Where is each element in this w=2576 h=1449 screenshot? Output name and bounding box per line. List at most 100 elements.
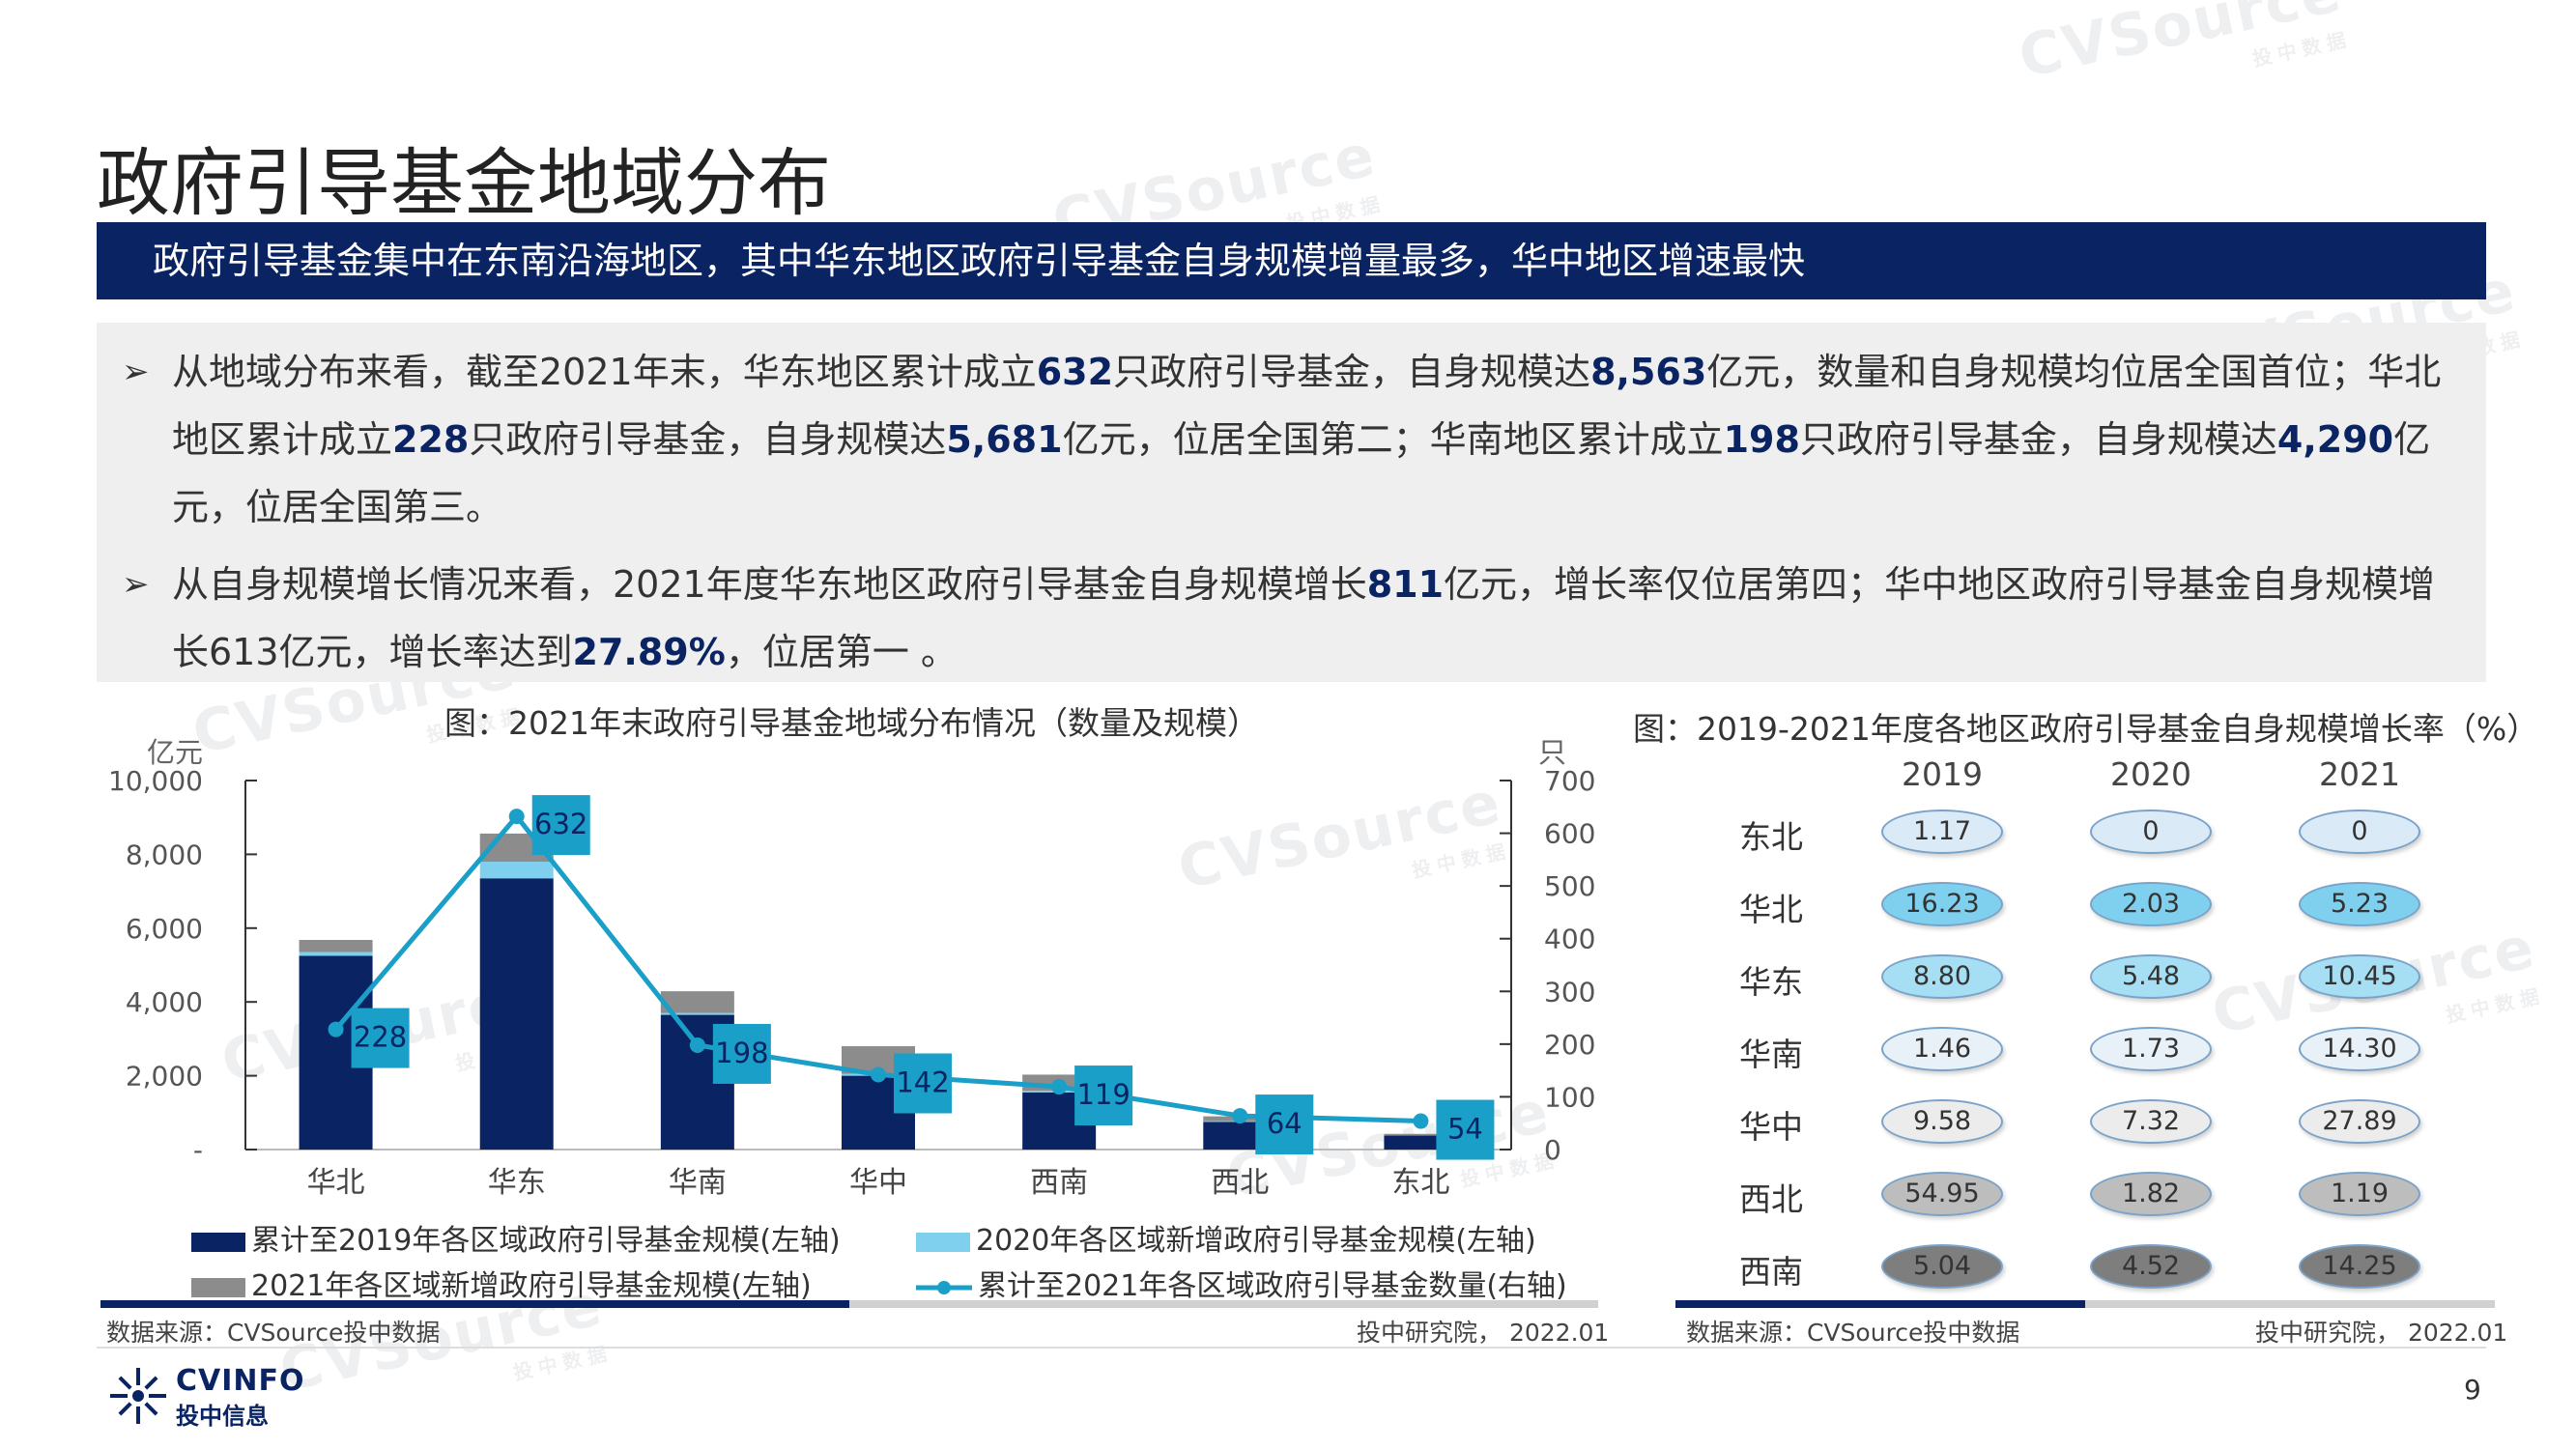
- count-label: 64: [1267, 1107, 1302, 1140]
- left-tick-label: 4,000: [126, 986, 203, 1018]
- highlight-figure: 811: [1366, 563, 1445, 606]
- count-label: 119: [1076, 1078, 1130, 1111]
- brand-logo: CVINFO 投中信息: [108, 1364, 304, 1432]
- headline-banner: 政府引导基金集中在东南沿海地区，其中华东地区政府引导基金自身规模增量最多，华中地…: [97, 222, 2486, 299]
- x-tick-label: 华南: [669, 1166, 727, 1200]
- table-cell: 1.73: [2090, 1027, 2212, 1071]
- left-tick-label: 10,000: [108, 765, 203, 797]
- count-label-box: [1436, 1099, 1495, 1160]
- summary-segment: 从自身规模增长情况来看，2021年度华东地区政府引导基金自身规模增长: [172, 563, 1367, 606]
- x-tick-label: 华中: [849, 1166, 907, 1200]
- legend-swatch: [191, 1232, 245, 1252]
- summary-segment: 只政府引导基金，自身规模达: [1799, 418, 2277, 461]
- legend-label: 累计至2019年各区域政府引导基金规模(左轴): [251, 1224, 841, 1258]
- count-label: 54: [1447, 1113, 1483, 1146]
- summary-segment: 从地域分布来看，截至2021年末，华东地区累计成立: [172, 351, 1037, 393]
- table-cell: 0: [2090, 810, 2212, 854]
- summary-segment: 亿元，增长率仅位居第四；华中地区政府引导基金自身规模增长613亿元，增长率达到: [172, 563, 2436, 673]
- highlight-figure: 8,563: [1590, 351, 1707, 393]
- table-cell: 10.45: [2299, 954, 2420, 999]
- left-tick-label: 2,000: [126, 1061, 203, 1093]
- bar-line-chart: 10,000 8,000 6,000 4,000 2,000 - 700 600 500 400 3…: [108, 765, 1595, 1200]
- left-divider: [100, 1300, 849, 1308]
- table-cell: 0: [2299, 810, 2420, 854]
- bar-segment: [660, 991, 734, 1013]
- summary-segment: ，位居第一 。: [725, 631, 958, 673]
- table-cell: 54.95: [1881, 1172, 2003, 1216]
- legend-label: 2020年各区域新增政府引导基金规模(左轴): [976, 1224, 1536, 1258]
- summary-text-2: 从自身规模增长情况来看，2021年度华东地区政府引导基金自身规模增长811亿元，…: [172, 563, 2435, 673]
- right-tick-label: 600: [1544, 818, 1595, 850]
- highlight-figure: 228: [392, 418, 470, 461]
- table-row-label: 华东: [1739, 963, 1803, 1001]
- count-point: [871, 1066, 886, 1083]
- table-row-label: 华中: [1739, 1108, 1803, 1146]
- table-cell: 9.58: [1881, 1099, 2003, 1144]
- legend-item-count: 累计至2021年各区域政府引导基金数量(右轴): [916, 1262, 1567, 1304]
- count-label: 228: [354, 1021, 407, 1054]
- cvinfo-logo-icon: [110, 1368, 166, 1424]
- table-cell: 1.46: [1881, 1027, 2003, 1071]
- count-point: [1413, 1113, 1429, 1129]
- x-tick-label: 华北: [307, 1166, 365, 1200]
- left-chart-title: 图：2021年末政府引导基金地域分布情况（数量及规模）: [444, 704, 1259, 742]
- summary-segment: 只政府引导基金，自身规模达: [469, 418, 947, 461]
- legend-label: 累计至2021年各区域政府引导基金数量(右轴): [978, 1269, 1567, 1303]
- bar-segment: [479, 862, 554, 879]
- right-tick-label: 700: [1544, 765, 1595, 797]
- table-cell: 1.17: [1881, 810, 2003, 854]
- table-cell: 1.82: [2090, 1172, 2212, 1216]
- right-source: 数据来源：CVSource投中数据: [1686, 1319, 2020, 1347]
- count-label-box: [351, 1008, 410, 1068]
- table-row-label: 华南: [1739, 1036, 1803, 1073]
- legend-swatch: [191, 1277, 245, 1297]
- table-cell: 5.04: [1881, 1244, 2003, 1289]
- table-cell: 14.25: [2299, 1244, 2420, 1289]
- legend-item-2020: 2020年各区域新增政府引导基金规模(左轴): [916, 1216, 1536, 1259]
- right-axis-unit: 只: [1538, 736, 1567, 769]
- logo-text-top: CVINFO: [176, 1364, 305, 1398]
- table-column-header: 2019: [1902, 755, 1983, 793]
- legend-line-swatch: [916, 1280, 972, 1294]
- summary-box: ➢ 从地域分布来看，截至2021年末，华东地区累计成立632只政府引导基金，自身…: [97, 323, 2486, 682]
- count-label-box: [712, 1023, 771, 1084]
- count-label: 632: [534, 808, 587, 840]
- footer-rule: [97, 1347, 2486, 1349]
- x-tick-label: 东北: [1391, 1166, 1449, 1200]
- legend-item-2021: 2021年各区域新增政府引导基金规模(左轴): [191, 1262, 812, 1304]
- table-column-header: 2020: [2110, 755, 2191, 793]
- legend-item-2019: 累计至2019年各区域政府引导基金规模(左轴): [191, 1216, 841, 1259]
- right-org-date: 投中研究院， 2022.01: [2255, 1319, 2508, 1347]
- right-tick-label: 200: [1544, 1029, 1595, 1061]
- right-divider-gray: [2085, 1300, 2495, 1308]
- right-tick-label: 300: [1544, 976, 1595, 1008]
- right-tick-label: 100: [1544, 1081, 1595, 1113]
- highlight-figure: 4,290: [2276, 418, 2394, 461]
- table-cell: 7.32: [2090, 1099, 2212, 1144]
- left-org-date: 投中研究院， 2022.01: [1357, 1319, 1610, 1347]
- table-row-label: 西北: [1739, 1180, 1803, 1218]
- summary-bullet-2: ➢ 从自身规模增长情况来看，2021年度华东地区政府引导基金自身规模增长811亿…: [116, 551, 2467, 686]
- right-divider: [1675, 1300, 2085, 1308]
- bar-segment: [299, 952, 373, 956]
- left-tick-label: 6,000: [126, 913, 203, 945]
- count-point: [1051, 1079, 1068, 1095]
- summary-segment: 亿元，数量和自身规模均位居全国首位；华北地区累计成立: [172, 351, 2442, 461]
- summary-text-1: 从地域分布来看，截至2021年末，华东地区累计成立632只政府引导基金，自身规模…: [172, 351, 2441, 528]
- legend-label: 2021年各区域新增政府引导基金规模(左轴): [251, 1269, 812, 1303]
- left-tick-label: 8,000: [126, 838, 203, 870]
- right-tick-label: 0: [1544, 1134, 1561, 1166]
- x-tick-label: 华东: [488, 1166, 546, 1200]
- count-point: [508, 809, 525, 825]
- summary-bullet-1: ➢ 从地域分布来看，截至2021年末，华东地区累计成立632只政府引导基金，自身…: [116, 338, 2467, 541]
- left-tick-label: -: [193, 1134, 203, 1166]
- table-cell: 8.80: [1881, 954, 2003, 999]
- right-table-title: 图：2019-2021年度各地区政府引导基金自身规模增长率（%）: [1633, 710, 2539, 748]
- logo-text-bottom: 投中信息: [176, 1403, 269, 1430]
- highlight-figure: 198: [1723, 418, 1800, 461]
- bar-segment: [1384, 1133, 1458, 1136]
- table-cell: 2.03: [2090, 882, 2212, 926]
- count-label: 142: [896, 1066, 949, 1099]
- summary-segment: 只政府引导基金，自身规模达: [1113, 351, 1591, 393]
